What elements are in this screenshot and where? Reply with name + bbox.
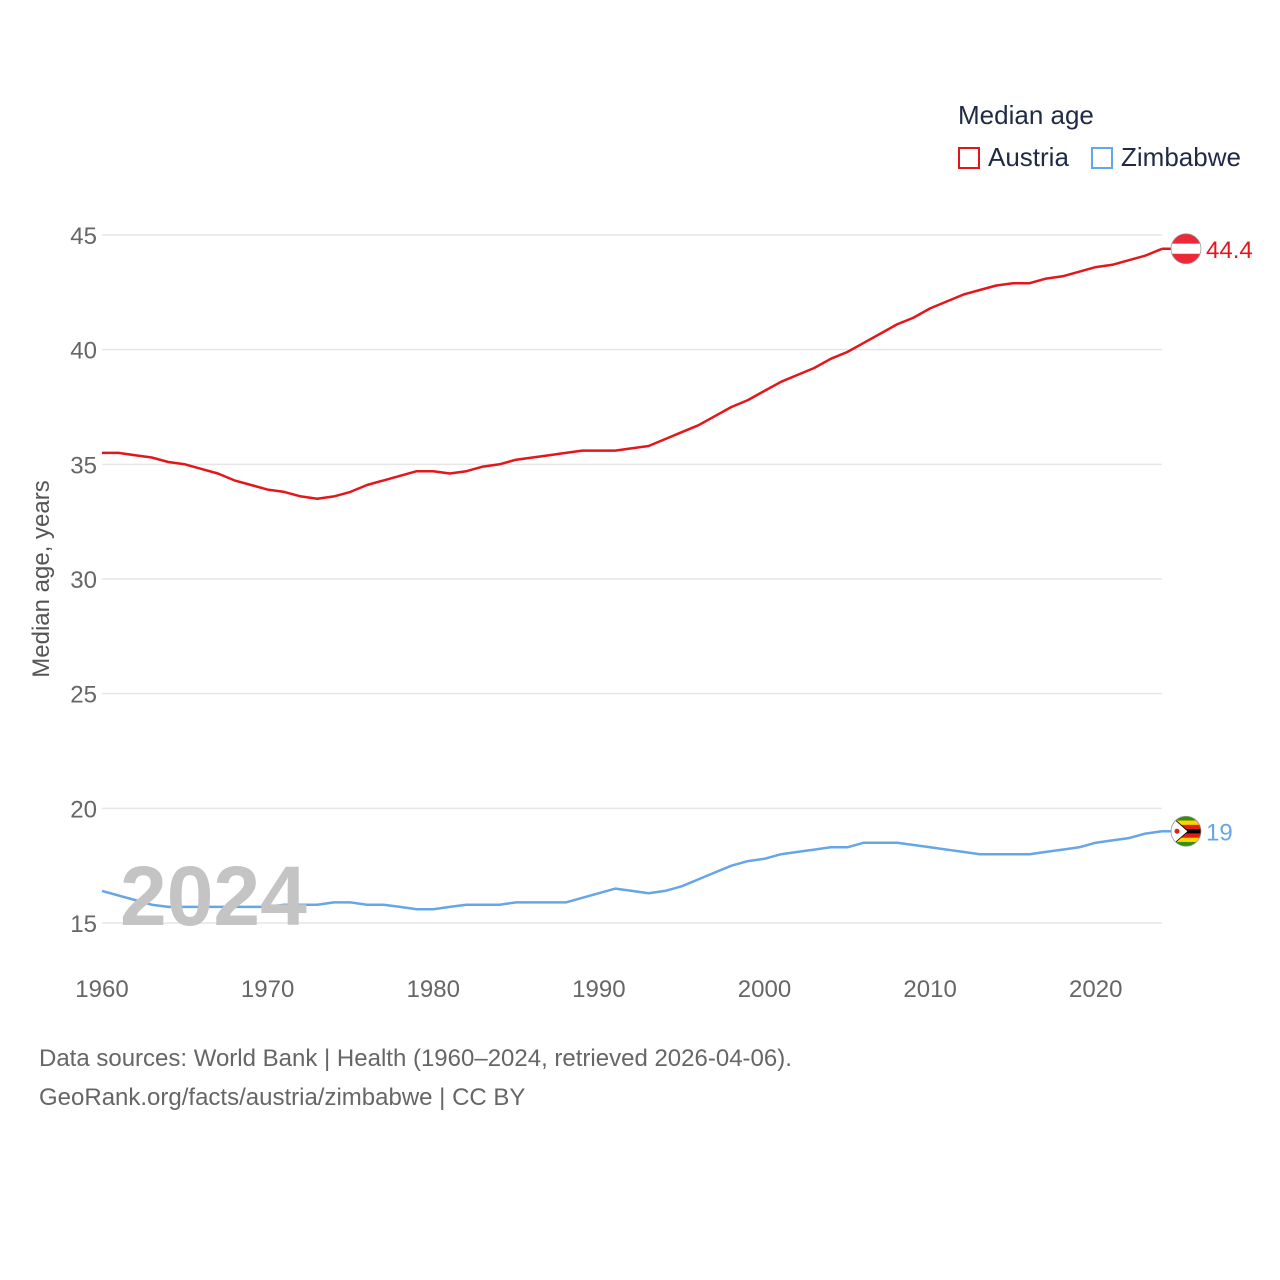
y-tick-label-15: 15 bbox=[70, 911, 97, 938]
x-tick-label-2010: 2010 bbox=[903, 976, 956, 1003]
legend-swatch-austria bbox=[958, 146, 980, 169]
flag-zimbabwe-icon bbox=[1170, 815, 1202, 847]
x-tick-label-1990: 1990 bbox=[572, 976, 625, 1003]
legend-label-zimbabwe: Zimbabwe bbox=[1121, 142, 1241, 172]
y-tick-label-30: 30 bbox=[70, 567, 97, 594]
y-tick-label-35: 35 bbox=[70, 452, 97, 479]
x-tick-label-2000: 2000 bbox=[738, 976, 791, 1003]
x-axis-ticks: 1960 1970 1980 1990 2000 2010 2020 bbox=[75, 976, 1122, 1003]
x-tick-label-1960: 1960 bbox=[75, 976, 128, 1003]
grid-lines bbox=[102, 234, 1162, 924]
footer-sources: Data sources: World Bank | Health (1960–… bbox=[39, 1045, 792, 1072]
series-lines bbox=[101, 247, 1163, 911]
legend-title: Median age bbox=[958, 100, 1094, 130]
footer-attribution[interactable]: GeoRank.org/facts/austria/zimbabwe | CC … bbox=[39, 1084, 526, 1111]
legend-item-zimbabwe[interactable]: Zimbabwe bbox=[1091, 142, 1241, 173]
y-tick-label-25: 25 bbox=[70, 682, 97, 709]
y-axis-label: Median age, years bbox=[28, 480, 55, 678]
x-tick-label-1980: 1980 bbox=[407, 976, 460, 1003]
end-value-label-austria: 44.4 bbox=[1206, 237, 1253, 264]
legend-item-austria[interactable]: Austria bbox=[958, 142, 1069, 173]
y-tick-label-20: 20 bbox=[70, 796, 97, 823]
series-line-austria[interactable] bbox=[102, 247, 1163, 500]
legend-swatch-zimbabwe bbox=[1091, 146, 1113, 169]
y-tick-label-45: 45 bbox=[70, 223, 97, 250]
series-line-zimbabwe[interactable] bbox=[101, 830, 1163, 911]
legend-label-austria: Austria bbox=[988, 142, 1069, 172]
flag-austria-icon bbox=[1170, 233, 1202, 265]
y-axis-ticks: 15 20 25 30 35 40 45 bbox=[70, 223, 97, 938]
year-watermark: 2024 bbox=[120, 849, 307, 943]
end-value-label-zimbabwe: 19 bbox=[1206, 819, 1233, 846]
series-end-labels: 44.4 19 bbox=[1162, 233, 1253, 847]
y-tick-label-40: 40 bbox=[70, 338, 97, 365]
x-tick-label-1970: 1970 bbox=[241, 976, 294, 1003]
x-tick-label-2020: 2020 bbox=[1069, 976, 1122, 1003]
